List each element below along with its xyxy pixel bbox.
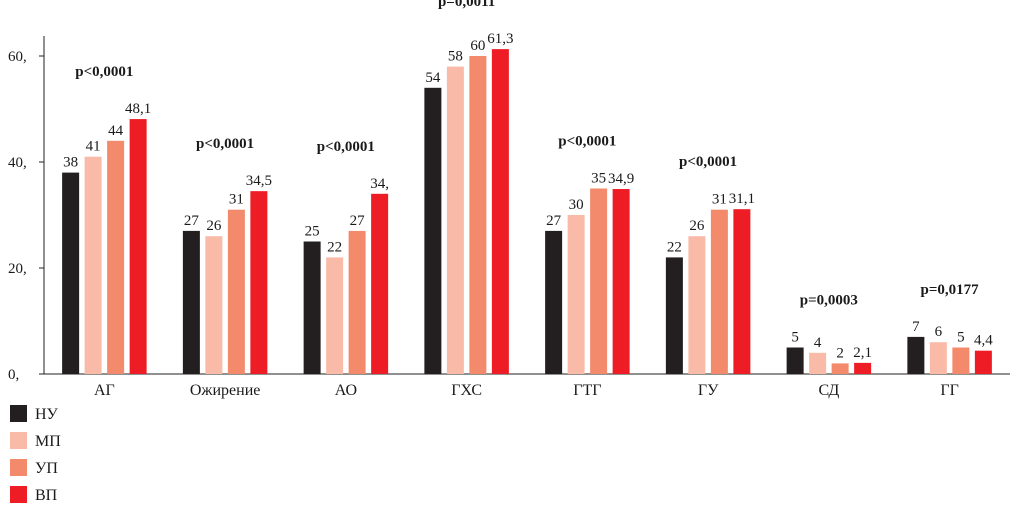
bar (590, 188, 608, 374)
data-label: 7 (912, 319, 920, 335)
bar (250, 191, 268, 374)
bar (809, 352, 827, 374)
y-tick-label: 60, (8, 49, 27, 65)
data-label: 61,3 (487, 31, 513, 47)
bar (710, 209, 728, 374)
category-label: ГГ (940, 382, 959, 399)
data-label: 4 (814, 335, 822, 351)
legend-swatch (10, 486, 27, 503)
category-label: АО (335, 382, 357, 399)
category-label: ГХС (451, 382, 482, 399)
data-label: 58 (448, 49, 463, 65)
bar (62, 172, 80, 374)
bar (469, 56, 487, 374)
data-label: 34,5 (246, 173, 272, 189)
p-value-label: p=0,0011 (438, 0, 495, 10)
p-value-label: p<0,0001 (558, 134, 616, 150)
data-label: 35 (591, 171, 606, 187)
legend-label: УП (35, 460, 58, 477)
category-label: ГТГ (573, 382, 601, 399)
bar (182, 230, 200, 374)
bar (424, 87, 442, 375)
data-label: 31 (229, 192, 244, 208)
bar (854, 362, 872, 374)
bar (831, 363, 849, 374)
data-label: 5 (957, 330, 965, 346)
data-label: 60 (470, 38, 485, 54)
data-label: 22 (667, 239, 682, 255)
data-label: 27 (546, 213, 562, 229)
data-label: 30 (569, 197, 584, 213)
bar (567, 215, 585, 374)
bar (733, 209, 751, 374)
data-label: 48,1 (125, 101, 151, 117)
y-tick-label: 20, (8, 261, 27, 277)
bar (227, 209, 245, 374)
data-label: 27 (350, 213, 366, 229)
data-label: 26 (689, 218, 705, 234)
data-label: 34, (370, 176, 389, 192)
data-label: 2,1 (853, 345, 872, 361)
bar (326, 257, 344, 374)
data-label: 6 (935, 324, 943, 340)
data-label: 22 (327, 239, 342, 255)
data-label: 2 (836, 345, 844, 361)
p-value-label: p=0,0003 (800, 293, 858, 309)
p-value-label: p<0,0001 (679, 154, 737, 170)
data-label: 26 (206, 218, 222, 234)
bar (545, 230, 563, 374)
data-label: 41 (86, 139, 101, 155)
bar (129, 119, 147, 374)
y-tick-label: 0, (8, 367, 19, 383)
legend: НУ МП УП ВП (10, 405, 61, 504)
bar (688, 236, 706, 374)
legend-swatch (10, 459, 27, 476)
y-tick-label: 40, (8, 155, 27, 171)
legend-label: МП (35, 433, 61, 450)
bar (974, 350, 992, 374)
category-label: Ожирение (190, 382, 261, 399)
data-label: 31 (712, 192, 727, 208)
p-value-label: p<0,0001 (196, 136, 254, 152)
bar (952, 347, 970, 374)
category-label: ГУ (698, 382, 719, 399)
bar (786, 347, 804, 374)
legend-swatch (10, 432, 27, 449)
data-label: 44 (108, 123, 124, 139)
bar (303, 241, 321, 374)
legend-swatch (10, 405, 27, 422)
bar (929, 342, 947, 374)
data-label: 4,4 (974, 333, 993, 349)
p-value-label: p<0,0001 (317, 139, 375, 155)
data-label: 54 (425, 70, 441, 86)
p-value-label: p=0,0177 (921, 282, 980, 298)
p-value-label: p<0,0001 (75, 64, 133, 80)
category-label: СД (818, 382, 839, 399)
data-label: 34,9 (608, 171, 634, 187)
bar (348, 230, 366, 374)
data-label: 5 (791, 330, 799, 346)
y-axis-ticks: 0, 20, 40, 60, (8, 49, 44, 383)
bar (665, 257, 683, 374)
data-label: 27 (184, 213, 200, 229)
bar (371, 193, 389, 374)
data-label: 38 (63, 155, 78, 171)
category-label: АГ (94, 382, 115, 399)
data-label: 31,1 (729, 191, 755, 207)
bar (205, 236, 223, 374)
bar (107, 140, 125, 374)
bar (446, 66, 464, 374)
bar (907, 336, 925, 374)
bar (491, 49, 509, 375)
bar (612, 189, 630, 374)
data-label: 25 (305, 224, 320, 240)
bar (84, 156, 102, 374)
x-axis-categories: АГ Ожирение АО ГХС ГТГ ГУ СД ГГ (94, 382, 959, 399)
legend-label: ВП (35, 487, 58, 504)
legend-label: НУ (35, 406, 59, 423)
